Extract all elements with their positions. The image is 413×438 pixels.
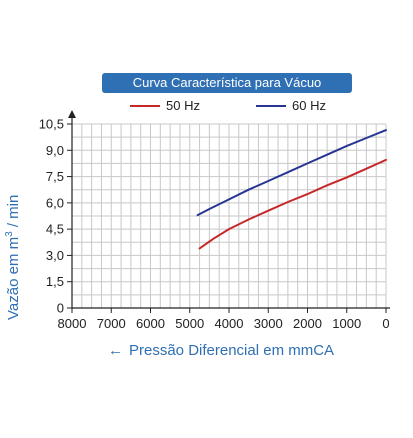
y-tick-label: 10,5 — [39, 117, 64, 132]
chart-title: Curva Característica para Vácuo — [102, 73, 352, 93]
y-tick-label: 7,5 — [46, 169, 64, 184]
x-tick-label: 3000 — [254, 316, 283, 331]
x-axis-label: ← Pressão Diferencial em mmCA — [108, 342, 334, 359]
series-line-60hz — [196, 129, 387, 217]
y-axis-arrow-icon — [68, 110, 76, 118]
legend-item-60hz: 60 Hz — [256, 98, 326, 113]
series-line-50hz — [198, 158, 387, 250]
y-tick-label: 3,0 — [46, 248, 64, 263]
legend-label-60hz: 60 Hz — [292, 98, 326, 113]
legend-item-50hz: 50 Hz — [130, 98, 200, 113]
left-arrow-icon: ← — [108, 342, 123, 359]
y-tick-label: 1,5 — [46, 274, 64, 289]
x-tick-label: 5000 — [175, 316, 204, 331]
y-tick-label: 0 — [57, 301, 64, 316]
x-tick-label: 0 — [382, 316, 389, 331]
x-tick-label: 4000 — [215, 316, 244, 331]
x-tick-label: 8000 — [58, 316, 87, 331]
x-tick-label: 7000 — [97, 316, 126, 331]
y-tick-label: 6,0 — [46, 195, 64, 210]
y-tick-label: 9,0 — [46, 143, 64, 158]
x-tick-label: 2000 — [293, 316, 322, 331]
x-tick-label: 1000 — [332, 316, 361, 331]
legend-swatch-60hz — [256, 104, 286, 107]
x-axis-label-text: Pressão Diferencial em mmCA — [129, 342, 335, 359]
legend-label-50hz: 50 Hz — [166, 98, 200, 113]
x-tick-label: 6000 — [136, 316, 165, 331]
y-tick-label: 4,5 — [46, 222, 64, 237]
legend-swatch-50hz — [130, 104, 160, 107]
